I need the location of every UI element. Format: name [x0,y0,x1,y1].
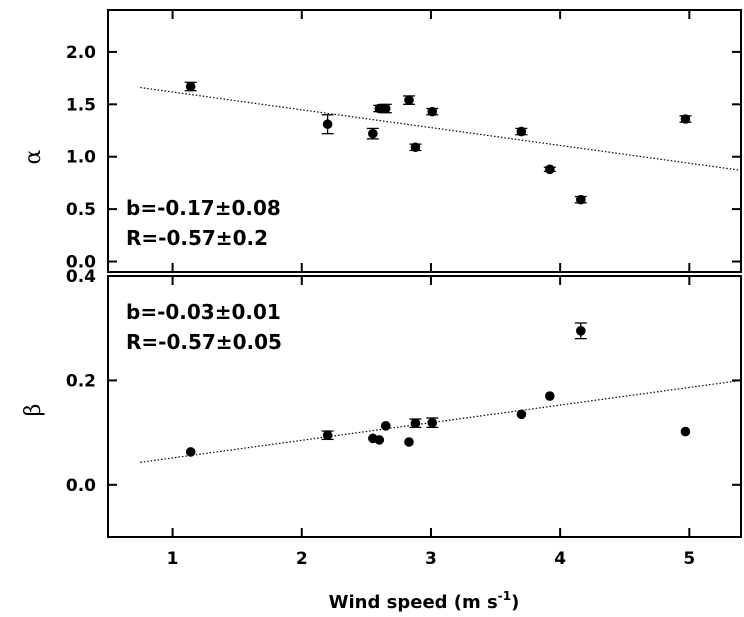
y-axis-label-beta: β [21,404,46,417]
data-point [680,426,691,437]
data-point [516,126,527,137]
fit-line-group-bottom [140,379,742,463]
panel-alpha: 0.0 0.5 1.0 1.5 2.0 α b=-0.17±0.08 R=-0.57±0… [21,9,742,273]
data-point [427,106,438,117]
tick-group-bottom: 0.0 0.2 0.4 1 2 3 4 5 [66,267,741,569]
fit-line-group-top [140,86,742,171]
plot-frame-bottom [107,275,742,538]
plot-frame-top [107,9,742,273]
data-point [380,421,391,431]
y-tick-label: 0.5 [66,200,96,220]
y-tick-label: 0.0 [66,476,96,496]
y-tick-label: 2.0 [66,43,96,63]
x-tick-label: 5 [683,549,695,569]
data-point [322,430,333,441]
data-point [374,435,385,445]
data-point [368,128,378,139]
data-point [545,164,555,175]
y-axis-label-alpha: α [21,149,46,164]
data-point [410,418,421,429]
y-tick-label: 0.0 [66,253,96,273]
annotation-r-beta: R=-0.57±0.05 [126,330,282,354]
data-point [680,114,691,124]
fit-line [140,379,742,463]
data-point [410,142,421,153]
annotation-r-alpha: R=-0.57±0.2 [126,226,268,250]
panel-beta: 0.0 0.2 0.4 1 2 3 4 5 β b=-0.03±0.01 R=-0.57±0.… [21,267,742,613]
y-tick-label: 1.5 [66,95,96,115]
x-tick-label: 4 [554,549,566,569]
x-axis-title: Wind speed (m s-1) [329,589,520,613]
annotation-slope-beta: b=-0.03±0.01 [126,300,281,324]
x-axis-title-end: ) [511,592,519,613]
y-tick-label: 1.0 [66,148,96,168]
points-group-top [184,81,692,205]
data-point [404,437,414,447]
x-axis-title-sup: -1 [498,589,511,603]
data-point [516,409,527,420]
data-point [427,417,438,428]
x-tick-label: 2 [296,549,308,569]
x-tick-label: 1 [167,549,179,569]
data-point [380,103,391,114]
data-point [576,194,586,205]
x-tick-label: 3 [425,549,437,569]
annotation-slope-alpha: b=-0.17±0.08 [126,196,281,220]
data-point [576,326,586,336]
data-point [404,95,414,105]
y-tick-label: 0.2 [66,371,96,391]
tick-group-top: 0.0 0.5 1.0 1.5 2.0 [66,10,741,273]
data-point [545,391,555,401]
points-group-bottom [185,322,691,457]
fit-line [140,86,742,171]
data-point [322,119,333,130]
x-axis-title-main: Wind speed (m s [329,592,498,613]
y-tick-label: 0.4 [66,267,96,287]
data-point [185,447,196,457]
data-point [185,81,196,92]
